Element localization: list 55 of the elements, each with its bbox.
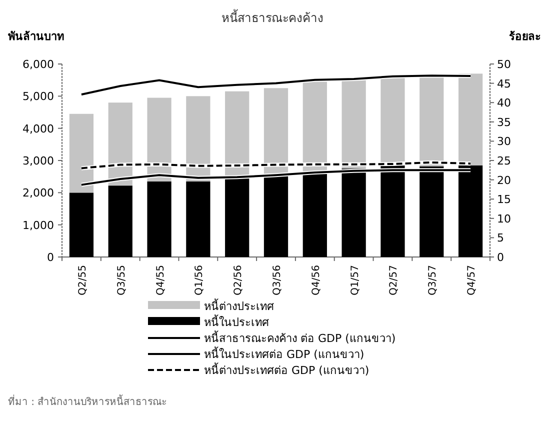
bar [225, 178, 250, 257]
y-tick-label: 1,000 [22, 218, 54, 232]
x-tick-label: Q4/55 [155, 265, 166, 296]
x-tick-label: Q2/55 [77, 265, 88, 296]
bar [420, 166, 444, 257]
y2-tick-label: 5 [497, 232, 504, 245]
y2-tick-label: 35 [497, 116, 511, 129]
y2-tick-label: 0 [497, 251, 504, 264]
y2-tick-label: 30 [497, 135, 511, 148]
bar [380, 165, 405, 257]
bar [264, 174, 288, 257]
x-tick-label: Q3/55 [116, 265, 128, 296]
y-tick-label: 5,000 [22, 90, 54, 104]
bar [458, 74, 483, 166]
y2-axis-title: ร้อยละ [509, 30, 541, 43]
x-tick-label: Q3/57 [428, 265, 439, 296]
bar [69, 192, 94, 257]
y2-tick-label: 50 [497, 58, 511, 71]
x-tick-label: Q4/56 [310, 265, 322, 296]
bar [342, 80, 366, 169]
legend-label: หนี้ในประเทศต่อ GDP (แกนขวา) [204, 346, 364, 361]
x-tick-label: Q2/57 [388, 265, 400, 296]
y-tick-label: 0 [47, 251, 54, 264]
x-tick-label: Q2/56 [233, 265, 244, 296]
bar [108, 186, 132, 257]
y2-tick-label: 10 [497, 212, 511, 226]
x-tick-label: Q1/57 [350, 265, 361, 296]
bar [147, 181, 172, 257]
bar [69, 114, 94, 193]
x-tick-label: Q4/57 [466, 265, 478, 296]
text: ที่มา : สำนักงานบริหารหนี้สาธารณะ [8, 394, 167, 408]
legend-label: หนี้สาธารณะคงค้าง ต่อ GDP (แกนขวา) [204, 330, 396, 345]
y2-tick-label: 15 [497, 193, 511, 206]
y2-tick-label: 20 [497, 174, 511, 187]
legend-label: หนี้ในประเทศ [204, 314, 269, 329]
y2-tick-label: 40 [497, 96, 511, 110]
x-tick-label: Q1/56 [194, 265, 206, 296]
bar [302, 82, 327, 172]
legend-label: หนี้ต่างประเทศ [204, 298, 274, 313]
chart-title: หนี้สาธารณะคงค้าง [222, 9, 324, 25]
bar [458, 165, 483, 257]
bar [186, 181, 210, 257]
bar [186, 96, 210, 182]
bar [264, 88, 288, 175]
y-axis-title: พันล้านบาท [8, 30, 64, 43]
y-tick-label: 4,000 [22, 122, 54, 136]
y-tick-label: 6,000 [22, 58, 54, 71]
y2-tick-label: 25 [497, 154, 511, 168]
bar [108, 102, 132, 186]
y-tick-label: 2,000 [22, 186, 54, 200]
x-tick-label: Q3/56 [272, 265, 283, 296]
y-tick-label: 3,000 [22, 154, 54, 168]
bar [342, 168, 366, 257]
y2-tick-label: 45 [497, 77, 511, 90]
legend-label: หนี้ต่างประเทศต่อ GDP (แกนขวา) [204, 362, 370, 377]
